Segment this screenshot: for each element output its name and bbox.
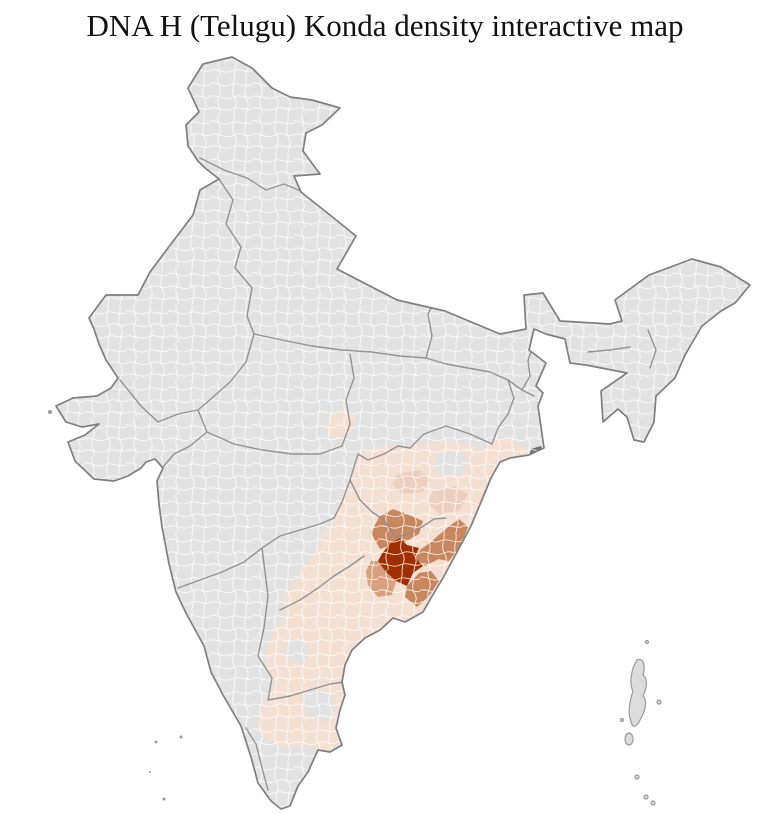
district-boundaries-texture	[56, 57, 750, 809]
lakshadweep-islands[interactable]	[48, 410, 183, 801]
andaman-nicobar-islands[interactable]	[619, 639, 662, 806]
state-borders	[119, 157, 657, 791]
page-title: DNA H (Telugu) Konda density interactive…	[86, 8, 684, 43]
